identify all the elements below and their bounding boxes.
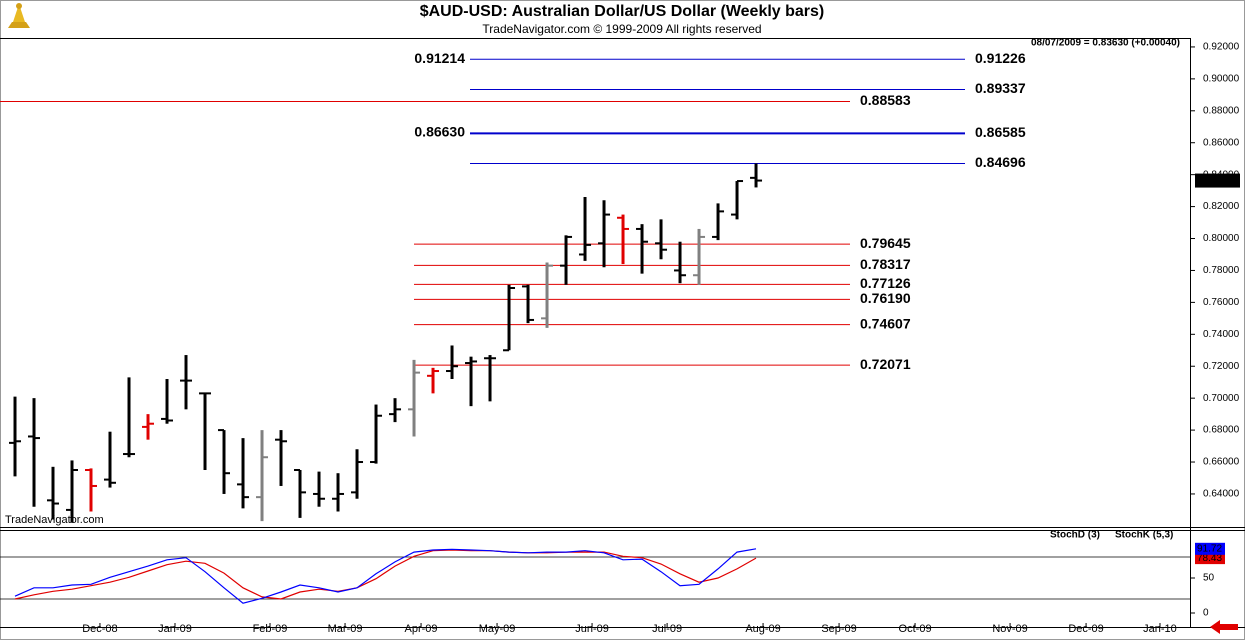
y-tick-label: 0.70000 [1203,393,1240,404]
value-box-label: 91.72 [1197,543,1222,554]
legend-entry: StochK (5,3) [1115,530,1173,541]
level-label: 0.89337 [975,80,1026,96]
info-text: 08/07/2009 = 0.83630 (+0.00040) [1031,38,1180,49]
level-label: 0.72071 [860,356,911,372]
level-label: 0.79645 [860,235,911,251]
y-tick-label: 50 [1203,573,1215,584]
y-tick-label: 0.80000 [1203,233,1240,244]
y-tick-label: 0.92000 [1203,42,1240,53]
stoch-line [14,549,757,600]
level-label-left: 0.86630 [414,123,465,139]
y-tick-label: 0.76000 [1203,297,1240,308]
y-tick-label: 0.66000 [1203,457,1240,468]
y-tick-label: 0.64000 [1203,489,1240,500]
value-box-label: 78.43 [1197,553,1222,564]
chart-subtitle: TradeNavigator.com © 1999-2009 All right… [482,22,761,36]
scroll-arrow[interactable] [1210,620,1238,634]
y-tick-label: 0.86000 [1203,137,1240,148]
y-tick-label: 0.90000 [1203,74,1240,85]
x-tick-label: Jun-09 [575,623,609,635]
last-price-label: 0.83630 [1198,175,1235,186]
level-label: 0.76190 [860,290,911,306]
x-tick-label: Jan-09 [158,623,192,635]
level-label: 0.86585 [975,124,1026,140]
x-tick-label: Dec-09 [1068,623,1103,635]
stoch-line [14,548,757,604]
level-label: 0.91226 [975,50,1026,66]
legend-entry: StochD (3) [1050,530,1100,541]
x-tick-label: Oct-09 [899,623,932,635]
x-tick-label: Jan-10 [1143,623,1177,635]
last-price-box [1195,173,1240,188]
x-tick-label: Mar-09 [328,623,363,635]
y-tick-label: 0 [1203,608,1209,619]
x-tick-label: Nov-09 [992,623,1027,635]
y-tick-label: 0.68000 [1203,425,1240,436]
x-tick-label: Jul-09 [652,623,682,635]
chart-title: $AUD-USD: Australian Dollar/US Dollar (W… [420,3,825,20]
y-tick-label: 0.74000 [1203,329,1240,340]
x-tick-label: Apr-09 [405,623,438,635]
level-label-left: 0.91214 [414,50,465,66]
y-tick-label: 0.88000 [1203,105,1240,116]
x-tick-label: Dec-08 [82,623,117,635]
level-label: 0.74607 [860,315,911,331]
value-box [1195,552,1225,565]
value-box [1195,542,1225,555]
level-label: 0.88583 [860,92,911,108]
level-label: 0.77126 [860,275,911,291]
level-label: 0.78317 [860,256,911,272]
watermark: TradeNavigator.com [5,514,104,526]
x-tick-label: Feb-09 [253,623,288,635]
level-label: 0.84696 [975,154,1026,170]
y-tick-label: 0.72000 [1203,361,1240,372]
logo [8,3,30,28]
x-tick-label: Sep-09 [821,623,856,635]
x-tick-label: Aug-09 [745,623,780,635]
y-tick-label: 0.78000 [1203,265,1240,276]
y-tick-label: 0.82000 [1203,201,1240,212]
x-tick-label: May-09 [479,623,516,635]
